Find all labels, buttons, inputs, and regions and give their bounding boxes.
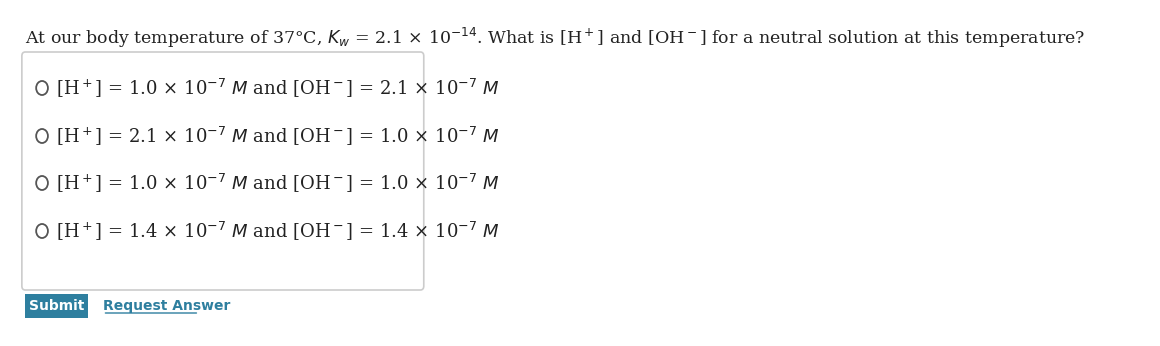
Text: [H$^+$] = 1.4 × 10$^{-7}$ $M$ and [OH$^-$] = 1.4 × 10$^{-7}$ $M$: [H$^+$] = 1.4 × 10$^{-7}$ $M$ and [OH$^-… <box>57 219 500 243</box>
Text: [H$^+$] = 2.1 × 10$^{-7}$ $M$ and [OH$^-$] = 1.0 × 10$^{-7}$ $M$: [H$^+$] = 2.1 × 10$^{-7}$ $M$ and [OH$^-… <box>57 125 500 147</box>
Text: At our body temperature of 37°C, $K_w$ = 2.1 × 10$^{-14}$. What is [H$^+$] and [: At our body temperature of 37°C, $K_w$ =… <box>26 26 1086 50</box>
Text: Request Answer: Request Answer <box>102 299 230 313</box>
FancyBboxPatch shape <box>22 52 423 290</box>
Text: [H$^+$] = 1.0 × 10$^{-7}$ $M$ and [OH$^-$] = 1.0 × 10$^{-7}$ $M$: [H$^+$] = 1.0 × 10$^{-7}$ $M$ and [OH$^-… <box>57 172 500 194</box>
Text: Submit: Submit <box>29 299 84 313</box>
Circle shape <box>36 81 48 95</box>
Circle shape <box>36 224 48 238</box>
Circle shape <box>36 176 48 190</box>
Circle shape <box>36 129 48 143</box>
Text: [H$^+$] = 1.0 × 10$^{-7}$ $M$ and [OH$^-$] = 2.1 × 10$^{-7}$ $M$: [H$^+$] = 1.0 × 10$^{-7}$ $M$ and [OH$^-… <box>57 76 500 100</box>
FancyBboxPatch shape <box>26 294 88 318</box>
